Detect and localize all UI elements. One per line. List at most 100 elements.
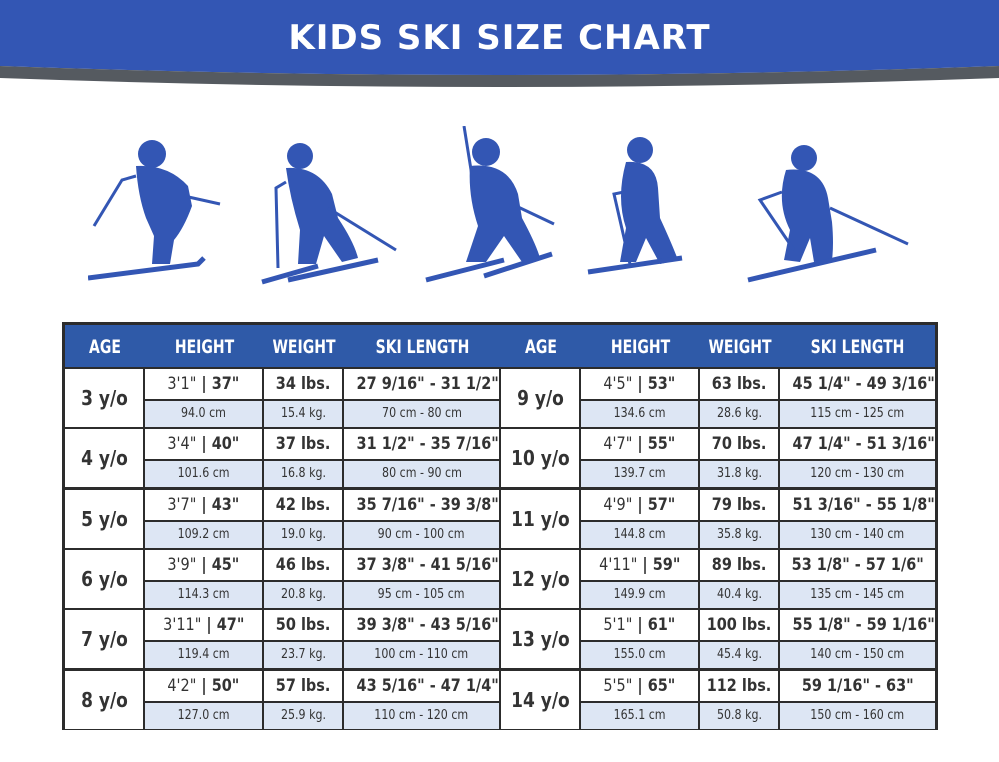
ski-length-cell: 37 3/8" - 41 5/16": [344, 549, 499, 580]
height-feet: 5'5": [603, 675, 633, 696]
ski-length-cell-text: 51 3/16" - 55 1/8": [792, 494, 935, 515]
height-inches: 55": [647, 434, 676, 455]
height-cm-cell-text: 114.3 cm: [177, 586, 230, 602]
height-cm-cell-text: 119.4 cm: [177, 647, 230, 663]
weight-kg-cell-text: 31.8 kg.: [716, 466, 762, 482]
ski-length-cm-cell-text: 150 cm - 160 cm: [810, 707, 905, 723]
height-cell: 3'7" | 43": [145, 489, 262, 520]
weight-cell: 42 lbs.: [264, 489, 342, 520]
height-feet: 3'11": [162, 615, 202, 636]
ski-length-cell: 45 1/4" - 49 3/16": [780, 369, 935, 399]
height-feet: 5'1": [603, 615, 633, 636]
height-imperial: 4'2" | 50": [168, 671, 240, 701]
height-feet: 3'9": [167, 554, 197, 575]
ski-length-cm-cell: 110 cm - 120 cm: [344, 702, 499, 729]
weight-cell-text: 70 lbs.: [711, 434, 767, 455]
skier-icon-5: [747, 145, 909, 283]
table-row: 7 y/o 3'11" | 47" 119.4 cm 50 lbs. 23.7 kg. 3…: [65, 610, 935, 669]
column-header-weight: WEIGHT: [272, 336, 336, 358]
weight-kg-cell-text: 15.4 kg.: [280, 406, 326, 421]
ski-length-cm-cell: 95 cm - 105 cm: [344, 581, 499, 608]
height-separator: |: [632, 374, 648, 394]
ski-length-cm-cell: 150 cm - 160 cm: [780, 702, 935, 729]
ski-length-cm-cell: 100 cm - 110 cm: [344, 642, 499, 669]
weight-cell: 70 lbs.: [700, 429, 778, 460]
height-cm-cell-text: 101.6 cm: [177, 466, 230, 482]
header-banner: KIDS SKI SIZE CHART: [0, 0, 999, 92]
column-header-weight-2: WEIGHT: [708, 336, 772, 358]
age-cell-text: 10 y/o: [510, 446, 570, 471]
height-separator: |: [632, 494, 648, 515]
age-cell: 4 y/o: [65, 429, 143, 488]
table-row: 3 y/o 3'1" | 37" 94.0 cm 34 lbs. 15.4 kg. 27 …: [65, 369, 935, 427]
height-feet: 4'2": [167, 675, 197, 696]
height-imperial: 3'11" | 47": [163, 610, 244, 640]
ski-length-cm-cell-text: 135 cm - 145 cm: [810, 586, 905, 602]
height-cell: 4'11" | 59": [581, 549, 698, 580]
ski-length-cell: 35 7/16" - 39 3/8": [344, 489, 499, 520]
skier-icon-4: [587, 137, 683, 275]
age-cell: 14 y/o: [501, 670, 579, 729]
age-cell-text: 14 y/o: [510, 687, 570, 712]
skier-icon-1: [88, 140, 221, 281]
weight-kg-cell: 15.4 kg.: [264, 401, 342, 427]
height-cm-cell-text: 155.0 cm: [613, 647, 666, 663]
ski-length-cm-cell: 130 cm - 140 cm: [780, 521, 935, 548]
height-imperial: 3'4" | 40": [168, 429, 240, 459]
height-cell: 5'1" | 61": [581, 610, 698, 641]
ski-length-cm-cell-text: 120 cm - 130 cm: [810, 466, 905, 482]
height-cell: 3'4" | 40": [145, 429, 262, 460]
age-cell-text: 8 y/o: [80, 687, 128, 712]
ski-length-cm-cell: 80 cm - 90 cm: [344, 461, 499, 488]
height-feet: 4'11": [598, 554, 638, 575]
weight-cell-text: 79 lbs.: [711, 494, 767, 515]
ski-length-cm-cell-text: 90 cm - 100 cm: [378, 526, 465, 542]
height-cm-cell: 114.3 cm: [145, 581, 262, 608]
skier-icon-3: [425, 126, 555, 283]
column-header-age-2: AGE: [525, 336, 557, 358]
height-cell: 4'5" | 53": [581, 369, 698, 399]
height-cell: 3'1" | 37": [145, 369, 262, 399]
height-cm-cell-text: 134.6 cm: [613, 406, 666, 421]
column-header-age: AGE: [89, 336, 121, 358]
ski-length-cell: 51 3/16" - 55 1/8": [780, 489, 935, 520]
ski-length-cm-cell-text: 100 cm - 110 cm: [374, 647, 469, 663]
ski-length-cell: 43 5/16" - 47 1/4": [344, 670, 499, 701]
height-separator: |: [632, 615, 648, 636]
age-cell-text: 11 y/o: [510, 506, 570, 531]
age-cell: 11 y/o: [501, 489, 579, 548]
height-cell: 4'9" | 57": [581, 489, 698, 520]
height-cm-cell-text: 144.8 cm: [613, 526, 666, 542]
age-cell: 10 y/o: [501, 429, 579, 488]
ski-length-cell-text: 43 5/16" - 47 1/4": [356, 675, 499, 696]
height-imperial: 5'5" | 65": [604, 671, 676, 701]
table-row: 8 y/o 4'2" | 50" 127.0 cm 57 lbs. 25.9 kg. 43…: [65, 670, 935, 729]
ski-length-cell: 31 1/2" - 35 7/16": [344, 429, 499, 460]
age-cell-text: 3 y/o: [80, 386, 128, 410]
weight-kg-cell: 19.0 kg.: [264, 521, 342, 548]
height-feet: 4'7": [603, 434, 633, 455]
ski-length-cell: 39 3/8" - 43 5/16": [344, 610, 499, 641]
height-inches: 37": [211, 374, 240, 394]
height-cm-cell: 139.7 cm: [581, 461, 698, 488]
age-cell: 13 y/o: [501, 610, 579, 669]
weight-kg-cell-text: 45.4 kg.: [716, 647, 762, 663]
weight-cell: 57 lbs.: [264, 670, 342, 701]
ski-length-cell: 55 1/8" - 59 1/16": [780, 610, 935, 641]
weight-kg-cell: 35.8 kg.: [700, 521, 778, 548]
height-cm-cell: 134.6 cm: [581, 401, 698, 427]
height-imperial: 3'7" | 43": [168, 490, 240, 520]
ski-length-cm-cell-text: 70 cm - 80 cm: [381, 406, 462, 421]
column-header-ski-length: SKI LENGTH: [375, 336, 470, 358]
weight-cell-text: 37 lbs.: [275, 434, 331, 455]
ski-length-cm-cell-text: 115 cm - 125 cm: [810, 406, 905, 421]
height-cm-cell-text: 94.0 cm: [181, 406, 226, 421]
weight-cell: 37 lbs.: [264, 429, 342, 460]
height-imperial: 3'1" | 37": [168, 369, 240, 399]
height-inches: 57": [647, 494, 676, 515]
weight-cell: 63 lbs.: [700, 369, 778, 399]
ski-length-cm-cell: 90 cm - 100 cm: [344, 521, 499, 548]
weight-kg-cell: 23.7 kg.: [264, 642, 342, 669]
height-imperial: 4'9" | 57": [604, 490, 676, 520]
height-imperial: 4'11" | 59": [599, 550, 680, 580]
